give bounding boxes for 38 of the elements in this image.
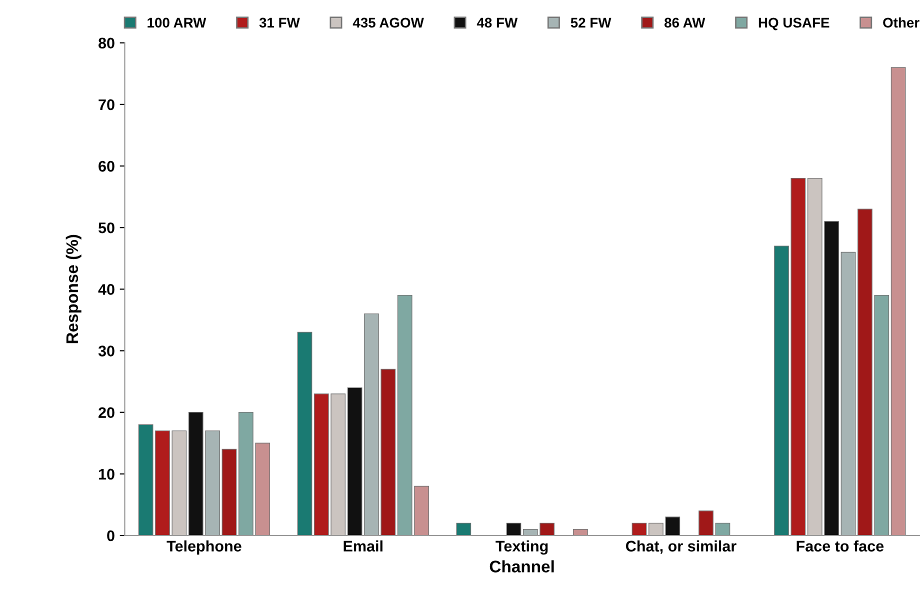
y-tick-label: 50 [98, 222, 114, 234]
y-tick-label: 30 [98, 346, 114, 356]
bar [347, 387, 362, 536]
bar [698, 510, 714, 536]
bar [456, 522, 472, 536]
bar [222, 448, 237, 536]
x-tick-label: Email [344, 540, 382, 552]
bar [632, 522, 647, 536]
bar [715, 522, 730, 536]
y-tick-label: 40 [98, 284, 114, 295]
y-axis-title: Response (%) [66, 234, 82, 344]
y-tick-label: 60 [98, 160, 114, 172]
y-tick-label: 10 [98, 468, 114, 480]
x-axis-title: Channel [490, 560, 554, 572]
y-tick-label: 0 [107, 530, 114, 542]
legend-label: 86 AW [664, 18, 706, 28]
x-tick-label: Texting [496, 540, 548, 555]
x-tick-label: Chat, or similar [626, 540, 736, 554]
legend-label: 31 FW [259, 18, 300, 28]
bar [138, 424, 154, 536]
legend-label: Other [883, 17, 920, 28]
bar [790, 178, 806, 536]
bar [297, 332, 312, 536]
y-tick-label: 20 [98, 407, 114, 418]
bar [573, 528, 588, 536]
legend-label: 435 AGOW [352, 18, 424, 28]
y-tick-label: 70 [98, 99, 114, 110]
bar [506, 522, 522, 536]
x-tick-label: Telephone [166, 540, 242, 555]
legend-label: 52 FW [570, 18, 612, 28]
legend-label: 48 FW [476, 18, 518, 28]
y-tick-label: 80 [98, 38, 114, 49]
bar [774, 246, 789, 536]
x-tick-label: Face to face [796, 540, 884, 552]
bar [890, 67, 906, 536]
legend-label: HQ USAFE [758, 18, 830, 30]
legend-label: 100 ARW [148, 18, 206, 28]
bar [840, 252, 856, 536]
